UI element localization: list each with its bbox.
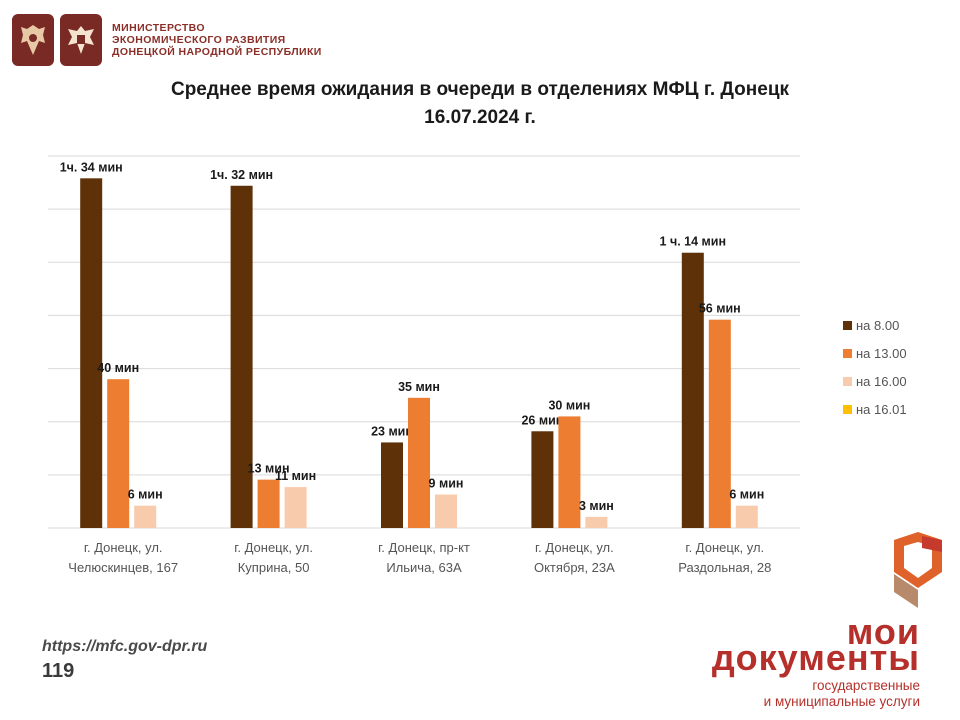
category-tick-label: Ильича, 63А bbox=[386, 560, 462, 575]
category-tick-label: г. Донецк, ул. bbox=[234, 540, 313, 555]
ministry-header: МИНИСТЕРСТВО ЭКОНОМИЧЕСКОГО РАЗВИТИЯ ДОН… bbox=[12, 14, 322, 66]
bar bbox=[107, 379, 130, 528]
data-label: 13 мин bbox=[248, 462, 290, 476]
bar bbox=[531, 431, 554, 528]
ministry-line-1: МИНИСТЕРСТВО bbox=[112, 22, 205, 34]
website-url[interactable]: https://mfc.gov-dpr.ru bbox=[42, 638, 208, 655]
bar bbox=[408, 397, 430, 528]
bar bbox=[681, 252, 704, 528]
data-label: 30 мин bbox=[548, 398, 590, 412]
brand-subtitle: государственные и муниципальные услуги bbox=[764, 678, 920, 710]
legend-label: на 16.00 bbox=[856, 374, 907, 389]
data-label: 1 ч. 14 мин bbox=[660, 235, 727, 249]
eagle-emblem-icon bbox=[60, 14, 102, 66]
ministry-line-3: ДОНЕЦКОЙ НАРОДНОЙ РЕСПУБЛИКИ bbox=[112, 46, 322, 58]
brand-word-dokumenty: документы bbox=[711, 637, 920, 678]
bar bbox=[585, 516, 608, 528]
legend-label: на 8.00 bbox=[856, 318, 899, 333]
data-label: 40 мин bbox=[97, 361, 139, 375]
bar bbox=[435, 494, 457, 528]
category-tick-label: г. Донецк, ул. bbox=[84, 540, 163, 555]
bar bbox=[735, 505, 758, 528]
legend-swatch bbox=[843, 405, 852, 414]
brand-subtitle-line-2: и муниципальные услуги bbox=[763, 694, 920, 709]
data-label: 35 мин bbox=[398, 380, 440, 394]
category-tick-label: Октября, 23А bbox=[534, 560, 615, 575]
data-label: 26 мин bbox=[521, 413, 563, 427]
legend-swatch bbox=[843, 349, 852, 358]
chart-title: Среднее время ожидания в очереди в отдел… bbox=[170, 79, 790, 100]
category-tick-label: г. Донецк, ул. bbox=[535, 540, 614, 555]
ministry-name: МИНИСТЕРСТВО ЭКОНОМИЧЕСКОГО РАЗВИТИЯ ДОН… bbox=[112, 22, 322, 58]
bar bbox=[284, 487, 307, 528]
legend-label: на 16.01 bbox=[856, 402, 907, 417]
category-tick-label: г. Донецк, ул. bbox=[685, 540, 764, 555]
page-number: 119 bbox=[42, 660, 75, 682]
legend-label: на 13.00 bbox=[856, 346, 907, 361]
data-label: 6 мин bbox=[128, 488, 163, 502]
bar bbox=[381, 442, 403, 528]
bar bbox=[134, 505, 157, 528]
data-label: 6 мин bbox=[729, 488, 764, 502]
bar-chart: 1ч. 34 мин 40 мин 6 мин г. Донецк, ул. Челюс… bbox=[48, 155, 907, 575]
chart-title-block: Среднее время ожидания в очереди в отдел… bbox=[0, 76, 960, 132]
category-tick-label: г. Донецк, пр-кт bbox=[378, 540, 470, 555]
bar bbox=[80, 178, 103, 528]
chart-subtitle: 16.07.2024 г. bbox=[424, 107, 536, 128]
bar bbox=[708, 319, 731, 528]
category-tick-label: Куприна, 50 bbox=[238, 560, 310, 575]
bar bbox=[257, 479, 280, 528]
bar bbox=[230, 185, 253, 528]
coat-of-arms-icon bbox=[12, 14, 54, 66]
ministry-line-2: ЭКОНОМИЧЕСКОГО РАЗВИТИЯ bbox=[112, 34, 286, 46]
data-label: 3 мин bbox=[579, 499, 614, 513]
brand-word-moi: мои bbox=[846, 611, 920, 652]
data-label: 56 мин bbox=[699, 302, 741, 316]
bar bbox=[558, 416, 581, 528]
data-label: 23 мин bbox=[371, 424, 413, 438]
data-label: 1ч. 34 мин bbox=[60, 160, 123, 174]
moi-dokumenty-logo-icon bbox=[894, 532, 942, 608]
data-label: 9 мин bbox=[429, 477, 464, 491]
category-tick-label: Челюскинцев, 167 bbox=[68, 560, 178, 575]
legend-swatch bbox=[843, 377, 852, 386]
brand-subtitle-line-1: государственные bbox=[812, 678, 920, 693]
data-label: 1ч. 32 мин bbox=[210, 168, 273, 182]
data-label: 11 мин bbox=[275, 469, 316, 483]
legend-swatch bbox=[843, 321, 852, 330]
category-tick-label: Раздольная, 28 bbox=[678, 560, 771, 575]
